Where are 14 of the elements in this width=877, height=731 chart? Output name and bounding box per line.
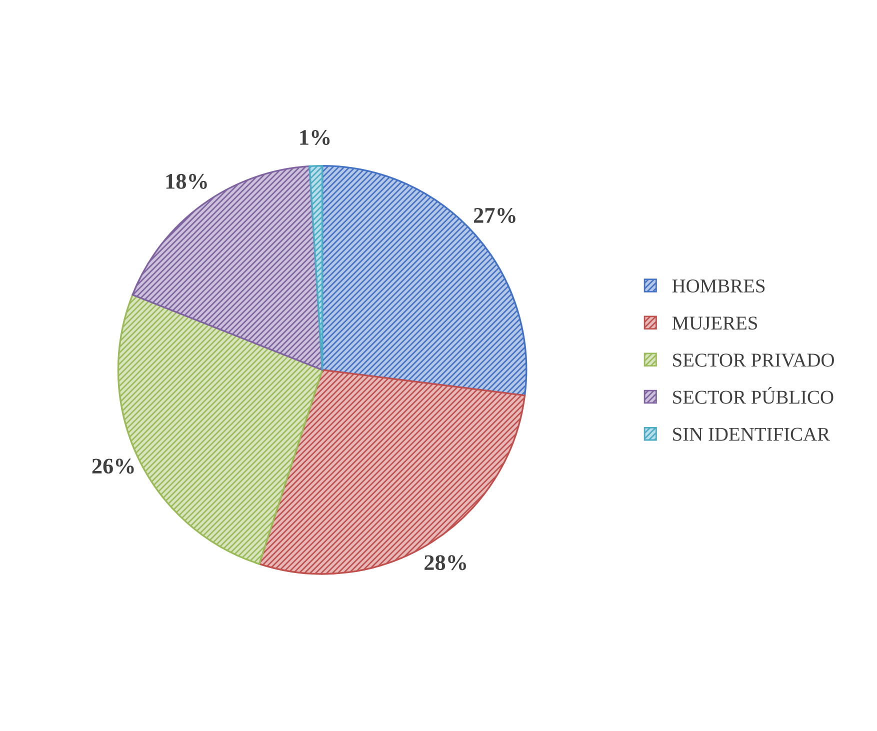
data-label: 26% (92, 458, 134, 474)
legend-label: SECTOR PÚBLICO (673, 386, 834, 404)
legend-label: HOMBRES (672, 279, 765, 293)
pie-slice (321, 164, 528, 396)
legend-label: SECTOR PRIVADO (673, 354, 834, 367)
data-label: 27% (474, 208, 516, 224)
pie-slice (308, 164, 324, 371)
legend-label: SIN IDENTIFICAR (673, 428, 830, 441)
data-label: 18% (166, 174, 207, 189)
pie-slice (132, 165, 324, 371)
legend-label: MUJERES (672, 316, 758, 330)
data-label: 28% (424, 555, 466, 570)
data-label: 1% (300, 130, 330, 146)
pie-slice (258, 369, 526, 575)
